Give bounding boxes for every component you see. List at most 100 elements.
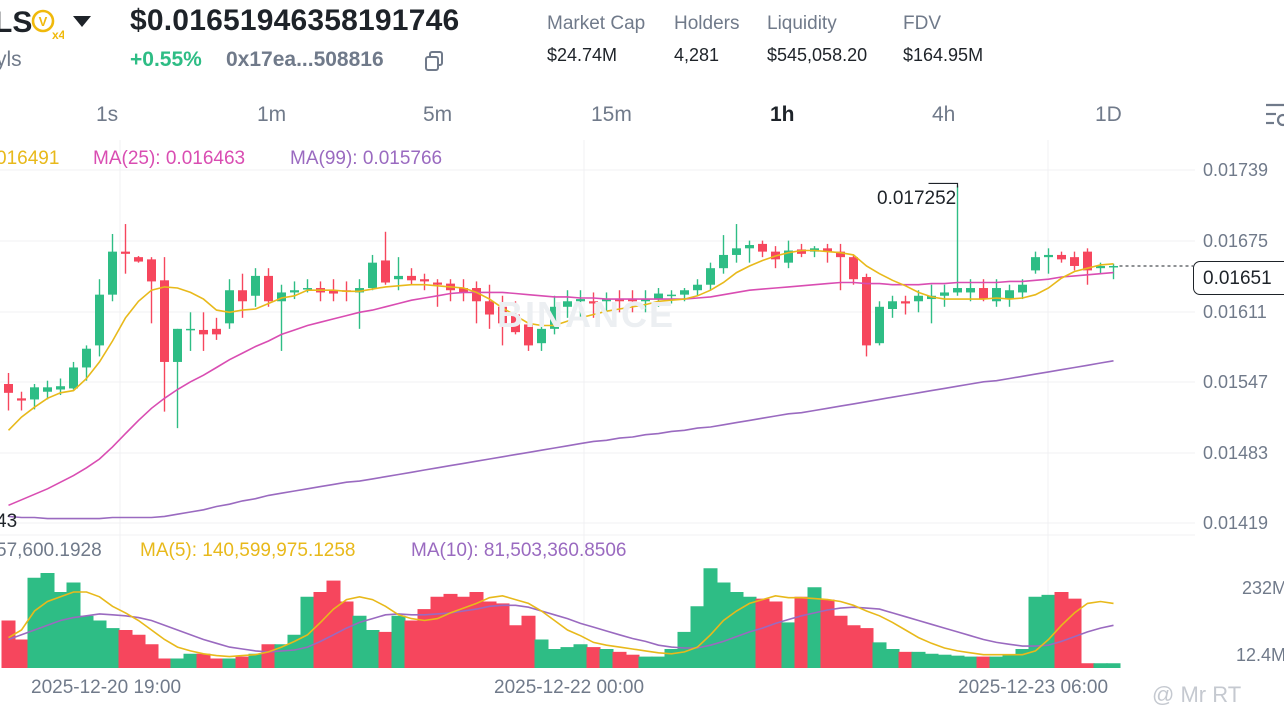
volume-bar [820,599,835,668]
fdv-label: FDV [903,13,941,34]
candle-body [56,386,65,390]
volume-bar [976,656,991,668]
candle-body [264,275,273,302]
copy-icon[interactable] [423,50,445,77]
candle-body [628,299,637,302]
candle-body [576,299,585,302]
volume-bar [1002,654,1017,668]
candle-body [953,288,962,293]
candle-body [485,301,494,315]
volume-bar [352,615,367,668]
price-tick: 0.01675 [1203,231,1269,251]
tab-4h[interactable]: 4h [932,103,956,126]
candle-body [407,275,416,281]
volume-bar [508,625,523,668]
fdv-value: $164.95M [903,45,984,65]
chart-settings-icon[interactable] [1262,100,1284,135]
candle-body [589,301,598,304]
candle-body [1044,254,1053,258]
candle-body [199,329,208,335]
tab-5m[interactable]: 5m [423,103,453,126]
volume-bar [651,656,666,668]
liquidity-label: Liquidity [767,13,837,34]
candle-body [524,324,533,346]
candle-body [641,299,650,302]
ma99-line [8,360,1114,520]
candle-body [1018,284,1027,293]
candle-body [498,306,507,324]
candle-body [147,259,156,282]
volume-bar [105,628,120,668]
volume-bar [170,658,185,668]
candle-body [459,288,468,293]
candle-body [797,249,806,254]
volume-bar [482,601,497,668]
tab-1d[interactable]: 1D [1095,103,1122,126]
tab-1m[interactable]: 1m [257,103,287,126]
candle-body [121,251,130,254]
candle-body [888,301,897,309]
candle-body [836,251,845,258]
candle-body [303,288,312,290]
candle-body [940,292,949,296]
volume-bar [495,603,510,668]
tab-1h[interactable]: 1h [770,103,795,126]
price-tick: 0.01547 [1203,372,1269,392]
volume-bar [365,630,380,668]
candle-body [433,282,442,285]
vol-ma5-line [8,591,1114,658]
candle-body [277,292,286,302]
volume-bar [1080,663,1095,668]
market-cap-value: $24.74M [547,45,618,65]
candle-body [849,257,858,280]
token-dropdown-chevron-icon[interactable] [72,14,92,35]
candle-body [615,299,624,302]
candle-body [43,387,52,392]
volume-bar [443,593,458,668]
volume-bars [1,568,1121,668]
price-tick: 0.01419 [1203,513,1269,533]
volume-bar [209,658,224,668]
candle-body [381,260,390,283]
tab-1s[interactable]: 1s [96,103,119,126]
candle-body [69,367,78,389]
volume-ma-lines [8,591,1114,658]
candle-body [238,290,247,302]
tab-15m[interactable]: 15m [591,103,632,126]
candle-body [706,268,715,285]
candle-body [550,306,559,329]
volume-bar [326,580,341,668]
candle-body [1083,251,1092,271]
volume-bar [456,596,471,668]
volume-bar [469,592,484,668]
volume-bar [1106,663,1121,668]
candle-body [394,275,403,280]
binance-watermark: BINANCE [497,294,676,335]
candle-body [108,251,117,295]
volume-bar [1054,592,1069,668]
ma-extra-label: 43 [0,511,18,532]
volume-bar [248,653,263,668]
volume-bar [339,601,354,668]
volume-bar [703,568,718,668]
candle-body [368,262,377,289]
volume-bar [924,653,939,668]
vol-ma5-legend: MA(5): 140,599,975.1258 [140,540,356,561]
volume-bar [183,653,198,668]
volume-bar [378,631,393,668]
volume-bar [677,631,692,668]
current-price-marker: 0.01651 [1193,261,1284,295]
volume-bar [781,622,796,668]
volume-bar [950,655,965,668]
volume-tick: 232M [1242,578,1284,598]
candle-body [979,288,988,300]
volume-bar [547,649,562,668]
price-tick: 0.01611 [1203,302,1267,322]
volume-bar [586,647,601,668]
candle-body [563,301,572,307]
candle-body [745,245,754,249]
candle-body [82,348,91,368]
volume-bar [66,582,81,668]
current-price-marker-label: 0.01651 [1203,268,1272,289]
